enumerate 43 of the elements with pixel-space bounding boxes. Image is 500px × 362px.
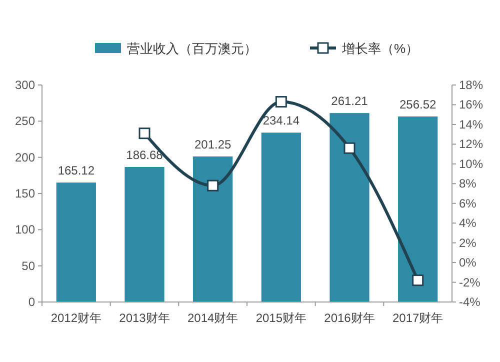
- x-tick-label: 2016财年: [324, 311, 375, 325]
- data-label: 165.12: [58, 164, 95, 178]
- y2-tick-label: 18%: [459, 78, 484, 92]
- y2-tick-label: 14%: [459, 117, 484, 132]
- bar: [330, 113, 370, 302]
- y-tick-label: 150: [14, 186, 36, 200]
- x-tick-label: 2012财年: [50, 311, 102, 325]
- point: [344, 142, 356, 154]
- bar: [193, 156, 233, 302]
- data-label: 201.25: [194, 137, 232, 152]
- point: [207, 180, 219, 192]
- y2-tick-label: 16%: [459, 98, 484, 112]
- y2-tick-label: 4%: [459, 216, 477, 230]
- bar: [261, 132, 301, 302]
- x-tick-label: 2014财年: [187, 311, 238, 325]
- data-label: 234.14: [262, 114, 300, 128]
- y2-tick-label: 10%: [459, 156, 484, 171]
- legend-label: 增长率（%）: [341, 41, 419, 56]
- y2-tick-label: 6%: [459, 196, 477, 210]
- bar: [398, 116, 438, 302]
- x-tick-label: 2013财年: [119, 311, 170, 325]
- y-tick-label: 300: [14, 78, 36, 92]
- data-label: 261.21: [331, 94, 368, 108]
- y2-tick-label: -2%: [459, 275, 481, 290]
- y-tick-label: 0: [28, 295, 36, 309]
- point: [275, 96, 287, 108]
- y2-tick-label: 8%: [459, 176, 477, 191]
- y2-tick-label: -4%: [459, 295, 481, 309]
- point: [412, 274, 424, 286]
- bar: [56, 182, 96, 302]
- y-tick-label: 200: [14, 150, 36, 164]
- y-tick-label: 100: [14, 222, 36, 237]
- legend-label: 营业收入（百万澳元）: [127, 41, 257, 56]
- y-tick-label: 250: [14, 114, 36, 128]
- y2-tick-label: 0%: [459, 256, 477, 270]
- bar: [124, 166, 164, 302]
- y2-tick-label: 2%: [459, 236, 477, 250]
- x-tick-label: 2017财年: [392, 311, 444, 325]
- data-label: 256.52: [399, 97, 437, 112]
- y-tick-label: 50: [22, 258, 36, 273]
- x-tick-label: 2015财年: [256, 311, 307, 325]
- y2-tick-label: 12%: [459, 137, 484, 152]
- point: [138, 128, 150, 140]
